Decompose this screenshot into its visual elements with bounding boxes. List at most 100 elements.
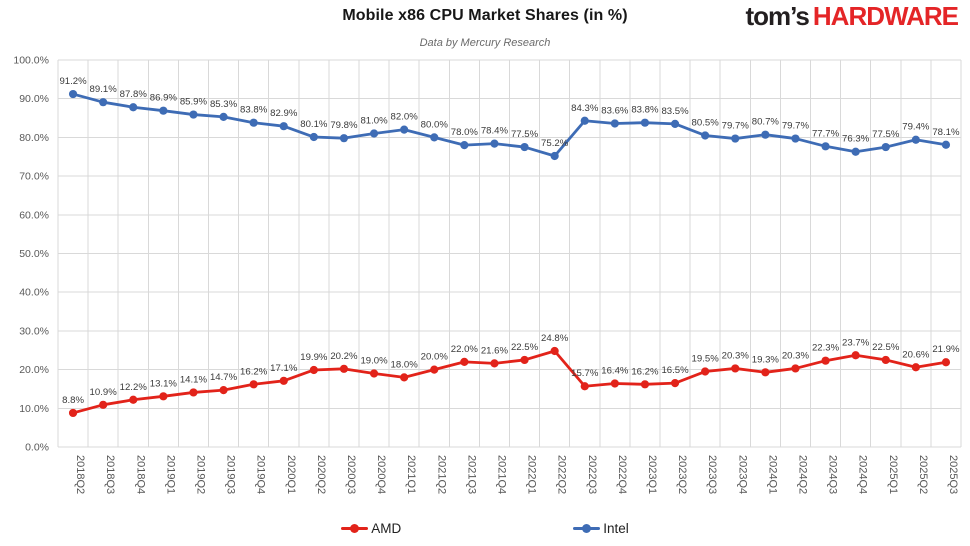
x-tick-label: 2020Q3 <box>345 455 357 494</box>
x-tick-label: 2024Q4 <box>857 455 869 494</box>
data-point-intel <box>580 116 589 125</box>
data-point-intel <box>670 119 680 128</box>
x-tick-label: 2025Q1 <box>887 455 899 494</box>
data-point-amd <box>460 357 469 366</box>
data-label-intel: 80.0% <box>421 119 449 130</box>
data-label-intel: 87.8% <box>120 89 148 100</box>
data-label-amd: 21.9% <box>932 344 960 355</box>
data-label-amd: 10.9% <box>90 387 118 398</box>
data-point-intel <box>189 110 198 119</box>
data-point-amd <box>911 363 920 372</box>
legend-marker-icon <box>573 524 601 533</box>
data-label-intel: 77.7% <box>812 128 840 139</box>
data-label-amd: 16.4% <box>601 366 629 377</box>
data-label-intel: 86.9% <box>150 93 178 104</box>
x-tick-label: 2023Q2 <box>676 455 688 494</box>
data-label-amd: 20.2% <box>330 351 358 362</box>
x-tick-label: 2020Q4 <box>375 455 387 494</box>
x-tick-label: 2021Q3 <box>465 455 477 494</box>
data-point-amd <box>400 373 409 382</box>
x-tick-label: 2021Q2 <box>435 455 447 494</box>
data-label-amd: 22.5% <box>511 342 539 353</box>
data-label-amd: 16.5% <box>661 365 689 376</box>
data-point-amd <box>851 351 860 360</box>
data-point-amd <box>430 365 439 374</box>
data-label-amd: 19.3% <box>752 354 780 365</box>
data-label-intel: 83.8% <box>631 105 659 116</box>
data-point-intel <box>490 139 499 148</box>
data-point-amd <box>309 365 318 375</box>
data-point-intel <box>941 140 951 149</box>
x-tick-label: 2019Q2 <box>194 455 206 494</box>
x-tick-label: 2019Q4 <box>255 455 267 494</box>
data-label-amd: 19.5% <box>692 354 720 365</box>
y-tick-label: 80.0% <box>19 132 49 144</box>
data-label-amd: 16.2% <box>631 366 659 377</box>
data-label-intel: 79.8% <box>330 120 358 131</box>
data-label-amd: 18.0% <box>391 359 419 370</box>
data-label-intel: 78.0% <box>451 127 479 138</box>
y-tick-label: 100.0% <box>13 55 49 67</box>
logo-prefix: tom’s <box>745 1 810 31</box>
data-point-amd <box>640 380 650 389</box>
toms-hardware-logo: tom’s HARDWARE <box>745 1 960 32</box>
data-label-intel: 84.3% <box>571 103 599 114</box>
data-label-amd: 19.0% <box>360 355 388 366</box>
data-point-intel <box>761 130 770 139</box>
data-point-amd <box>670 379 680 388</box>
data-point-intel <box>99 98 108 107</box>
data-label-amd: 23.7% <box>842 337 870 348</box>
legend-label: Intel <box>603 521 629 536</box>
x-tick-label: 2018Q2 <box>74 455 86 494</box>
data-label-intel: 83.8% <box>240 105 268 116</box>
data-point-intel <box>791 134 800 143</box>
data-point-amd <box>550 346 559 356</box>
data-label-intel: 85.3% <box>210 99 238 110</box>
x-tick-label: 2025Q3 <box>947 455 959 494</box>
data-point-intel <box>400 125 409 134</box>
data-point-intel <box>610 119 619 128</box>
data-label-amd: 20.3% <box>782 350 810 361</box>
data-point-amd <box>610 379 619 388</box>
data-point-intel <box>520 142 529 152</box>
data-label-intel: 78.1% <box>932 127 960 138</box>
data-point-intel <box>701 131 710 140</box>
data-point-amd <box>339 364 349 373</box>
data-point-intel <box>68 89 78 99</box>
data-label-amd: 24.8% <box>541 333 569 344</box>
y-tick-label: 70.0% <box>19 171 49 183</box>
y-tick-label: 40.0% <box>19 287 49 299</box>
x-tick-label: 2022Q3 <box>586 455 598 494</box>
data-point-amd <box>159 392 168 401</box>
data-point-amd <box>369 369 379 378</box>
legend-marker-dot-icon <box>350 524 360 533</box>
legend-item-amd: AMD <box>341 521 401 536</box>
data-label-amd: 22.3% <box>812 343 840 354</box>
x-tick-label: 2024Q2 <box>796 455 808 494</box>
x-tick-label: 2025Q2 <box>917 455 929 494</box>
data-point-intel <box>550 151 559 161</box>
data-point-amd <box>219 386 228 395</box>
data-label-intel: 79.7% <box>782 121 810 132</box>
data-label-amd: 16.2% <box>240 366 268 377</box>
data-label-intel: 77.5% <box>872 129 900 140</box>
data-point-amd <box>580 382 589 391</box>
data-point-amd <box>791 364 800 373</box>
data-label-amd: 8.8% <box>62 395 84 406</box>
data-point-amd <box>761 368 770 377</box>
y-tick-label: 50.0% <box>19 248 49 260</box>
x-tick-label: 2022Q1 <box>526 455 538 494</box>
data-point-intel <box>881 142 890 152</box>
x-tick-label: 2021Q1 <box>405 455 417 494</box>
x-tick-label: 2018Q4 <box>134 455 146 494</box>
x-tick-label: 2023Q4 <box>736 455 748 494</box>
chart-title: Mobile x86 CPU Market Shares (in %) <box>342 7 628 24</box>
x-tick-label: 2023Q3 <box>706 455 718 494</box>
data-point-amd <box>941 358 951 367</box>
data-label-intel: 89.1% <box>90 84 118 95</box>
x-tick-label: 2020Q1 <box>285 455 297 494</box>
data-label-intel: 91.2% <box>59 76 87 87</box>
data-point-intel <box>249 118 258 127</box>
y-tick-label: 20.0% <box>19 364 49 376</box>
data-point-amd <box>129 395 138 404</box>
